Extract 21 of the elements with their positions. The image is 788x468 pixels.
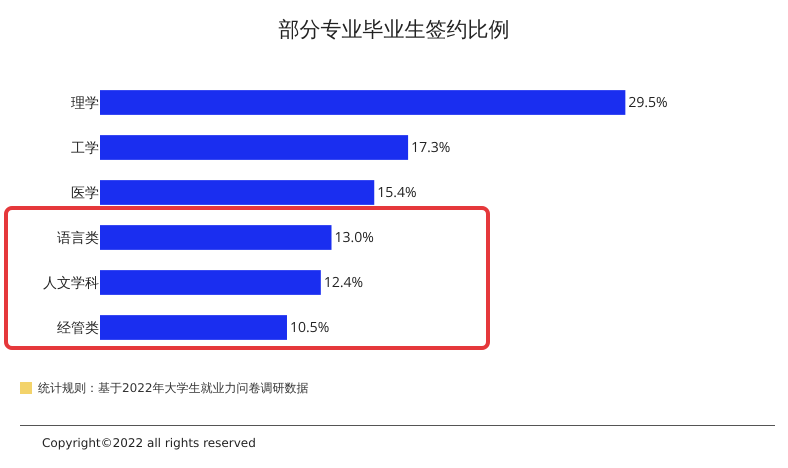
data-label: 15.4% — [377, 183, 417, 202]
text: Copyright©2022 all rights reserved — [42, 436, 256, 450]
chart-title: 部分专业毕业生签约比例 — [278, 15, 510, 44]
data-label: 13.0% — [334, 228, 374, 248]
y-tick-label: 经管类 — [57, 318, 99, 338]
data-label: 12.4% — [324, 273, 364, 292]
y-tick-label: 语言类 — [57, 228, 99, 248]
y-tick-label: 工学 — [71, 138, 99, 158]
bar — [100, 135, 408, 160]
y-tick-label: 人文学科 — [43, 273, 99, 292]
bar — [100, 270, 321, 295]
data-label: 17.3% — [411, 138, 450, 158]
text: 统计规则：基于2022年大学生就业力问卷调研数据 — [38, 380, 309, 396]
bar — [100, 315, 287, 340]
y-tick-label: 理学 — [71, 93, 99, 112]
bar — [100, 225, 332, 250]
data-label: 10.5% — [290, 318, 330, 337]
y-tick-label: 医学 — [71, 183, 99, 202]
data-label: 29.5% — [628, 93, 668, 112]
bar — [100, 180, 374, 205]
bar — [100, 90, 626, 115]
